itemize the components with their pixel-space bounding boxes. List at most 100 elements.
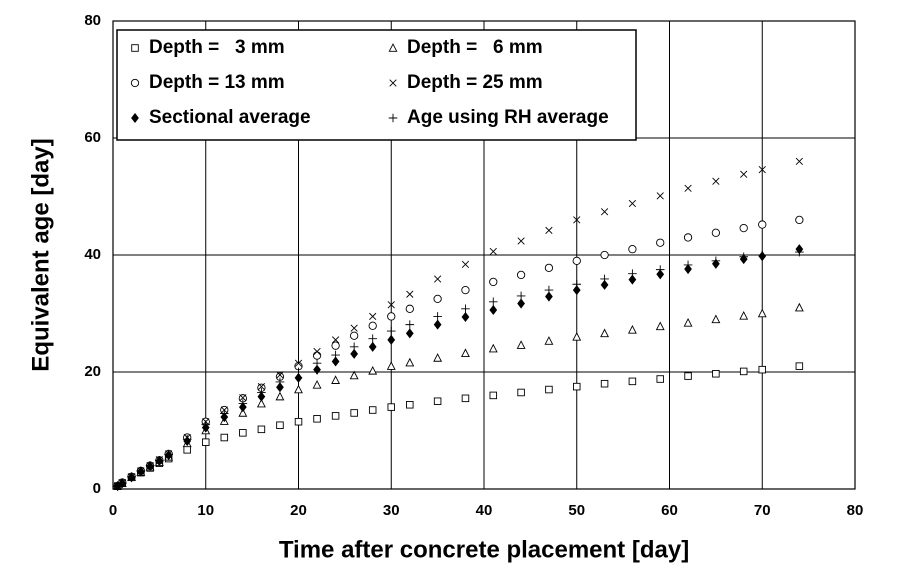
legend: Depth = 3 mm Depth = 6 mm Depth = 13 mm Dep… bbox=[116, 29, 637, 141]
point bbox=[544, 285, 554, 295]
point bbox=[573, 216, 581, 224]
point bbox=[257, 388, 266, 397]
point bbox=[489, 391, 498, 400]
point bbox=[313, 415, 321, 423]
point bbox=[544, 336, 554, 345]
point bbox=[711, 228, 721, 237]
legend-marker bbox=[131, 44, 139, 52]
point bbox=[238, 408, 248, 417]
point bbox=[488, 343, 498, 353]
point bbox=[461, 285, 470, 295]
point bbox=[369, 312, 377, 321]
point bbox=[368, 334, 377, 343]
point bbox=[405, 328, 414, 339]
point bbox=[145, 461, 155, 470]
point bbox=[294, 417, 303, 426]
point bbox=[572, 285, 581, 296]
point bbox=[740, 170, 748, 178]
point bbox=[544, 263, 554, 273]
y-tick-label: 20 bbox=[84, 363, 101, 380]
y-tick-label: 0 bbox=[93, 480, 101, 497]
point bbox=[572, 279, 582, 289]
point bbox=[331, 356, 340, 367]
legend-marker bbox=[389, 79, 397, 87]
point bbox=[739, 367, 748, 376]
point bbox=[434, 275, 442, 283]
legend-marker bbox=[388, 113, 398, 123]
point bbox=[488, 297, 498, 307]
point bbox=[433, 353, 443, 362]
point bbox=[684, 184, 692, 192]
point bbox=[628, 244, 637, 254]
point bbox=[516, 291, 526, 301]
point bbox=[183, 446, 191, 454]
point bbox=[275, 377, 285, 387]
point bbox=[684, 372, 692, 380]
point bbox=[136, 466, 146, 476]
point bbox=[711, 314, 721, 324]
point bbox=[461, 311, 470, 323]
point bbox=[628, 274, 637, 285]
point bbox=[758, 165, 766, 174]
x-tick-label: 80 bbox=[847, 502, 864, 519]
x-tick-label: 60 bbox=[661, 502, 678, 519]
y-tick-label: 80 bbox=[84, 12, 101, 29]
legend-box bbox=[116, 29, 637, 141]
point bbox=[461, 304, 470, 314]
x-tick-label: 10 bbox=[197, 502, 214, 519]
x-tick-label: 70 bbox=[754, 502, 771, 519]
point bbox=[758, 365, 767, 374]
point bbox=[517, 298, 525, 309]
point bbox=[739, 223, 748, 233]
point bbox=[313, 364, 321, 375]
point bbox=[117, 478, 127, 488]
point bbox=[795, 157, 803, 166]
point bbox=[312, 351, 322, 360]
y-tick-label: 60 bbox=[84, 129, 101, 146]
point bbox=[201, 438, 210, 446]
point bbox=[545, 385, 553, 394]
point bbox=[350, 324, 358, 332]
point bbox=[257, 425, 266, 434]
point bbox=[387, 403, 396, 411]
legend-marker bbox=[130, 78, 140, 88]
point bbox=[489, 304, 498, 316]
point bbox=[368, 406, 377, 414]
point bbox=[433, 319, 442, 330]
point bbox=[294, 367, 303, 377]
point bbox=[656, 269, 665, 280]
point bbox=[757, 250, 767, 260]
point bbox=[349, 331, 359, 340]
point bbox=[276, 371, 284, 379]
point bbox=[182, 434, 192, 444]
point bbox=[517, 237, 525, 245]
legend-label: Sectional average bbox=[149, 107, 311, 128]
point bbox=[683, 233, 693, 242]
legend-label: Depth = 13 mm bbox=[149, 72, 285, 93]
point bbox=[628, 199, 637, 208]
point bbox=[433, 312, 442, 321]
x-tick-label: 30 bbox=[383, 502, 400, 519]
point bbox=[386, 361, 396, 370]
point bbox=[257, 383, 266, 391]
point bbox=[350, 409, 358, 417]
point bbox=[545, 226, 553, 235]
point bbox=[545, 291, 553, 302]
point bbox=[349, 342, 359, 352]
point bbox=[331, 350, 340, 360]
point bbox=[600, 208, 609, 216]
point bbox=[387, 334, 396, 345]
point bbox=[312, 358, 322, 368]
point bbox=[655, 265, 665, 274]
point bbox=[656, 375, 664, 383]
point bbox=[239, 394, 247, 402]
point bbox=[795, 362, 804, 370]
point bbox=[276, 421, 284, 429]
point bbox=[711, 256, 721, 266]
point bbox=[655, 321, 665, 331]
point bbox=[405, 320, 415, 329]
point bbox=[405, 357, 415, 367]
point bbox=[461, 260, 470, 268]
point bbox=[220, 433, 229, 442]
